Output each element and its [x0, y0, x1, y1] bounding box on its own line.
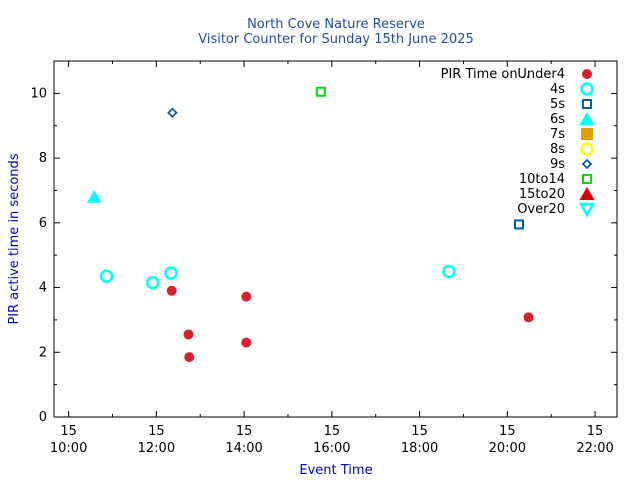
legend-label: 6s: [550, 112, 565, 127]
x-tick-day-label: 15: [60, 424, 77, 439]
legend-label: 10to14: [519, 172, 565, 187]
plot-frame: [53, 60, 618, 418]
legend-label: 4s: [550, 82, 565, 97]
x-tick-day-label: 15: [148, 424, 165, 439]
legend-marker-15to20: [579, 187, 595, 200]
data-point-under4: [183, 329, 194, 340]
legend-label: 5s: [550, 97, 565, 112]
legend-label: 8s: [550, 142, 565, 157]
chart-title: North Cove Nature Reserve: [247, 17, 425, 32]
x-tick-day-label: 15: [236, 424, 253, 439]
y-tick-label: 4: [39, 281, 47, 296]
legend-label: Under4: [517, 67, 565, 82]
data-point-6s: [86, 189, 102, 203]
y-tick-label: 6: [39, 216, 47, 231]
data-point-under4: [241, 337, 252, 348]
data-point-5s: [514, 219, 525, 230]
legend-marker-under4: [582, 69, 592, 79]
legend-marker-over20: [578, 202, 596, 218]
data-point-under4: [184, 352, 195, 363]
legend-label: 9s: [550, 157, 565, 172]
data-point-10to14: [315, 86, 326, 97]
y-tick-label: 10: [30, 86, 47, 101]
data-points: [86, 86, 534, 363]
data-point-under4: [523, 312, 534, 323]
legend-label: Over20: [517, 202, 565, 217]
x-tick-label: 12:00: [138, 441, 175, 456]
legend: PIR Time on .. Under44s5s6s7s8s9s10to141…: [441, 67, 596, 218]
data-point-4s: [145, 275, 160, 290]
x-tick-label: 16:00: [313, 441, 350, 456]
y-tick-label: 0: [39, 410, 47, 425]
legend-label: 15to20: [519, 187, 565, 202]
data-point-9s: [167, 107, 178, 119]
x-tick-label: 10:00: [50, 441, 87, 456]
x-tick-day-label: 15: [411, 424, 428, 439]
axis-ticks: 0 2 4 6 8 10 15 10:00 15 12:00 15 14:00 15 16:00 15 18:…: [30, 61, 617, 456]
data-point-under4: [166, 285, 177, 296]
legend-marker-7s: [581, 128, 593, 140]
data-point-4s: [442, 264, 456, 279]
x-tick-day-label: 15: [499, 424, 516, 439]
legend-title: PIR Time on ..: [441, 67, 530, 82]
x-axis-label: Event Time: [299, 463, 372, 478]
legend-label: 7s: [550, 127, 565, 142]
legend-marker-9s: [581, 158, 593, 170]
legend-marker-8s: [580, 142, 594, 156]
legend-marker-4s: [580, 82, 594, 96]
x-tick-label: 14:00: [225, 441, 262, 456]
y-tick-label: 2: [39, 345, 47, 360]
y-tick-label: 8: [39, 151, 47, 166]
y-axis-label: PIR active time in seconds: [7, 153, 22, 324]
plot-axes: [53, 60, 618, 418]
legend-marker-5s: [582, 99, 592, 109]
legend-marker-10to14: [582, 174, 592, 184]
data-point-4s: [164, 266, 178, 280]
chart-subtitle: Visitor Counter for Sunday 15th June 202…: [198, 32, 474, 47]
data-point-4s: [99, 269, 114, 283]
x-tick-label: 18:00: [401, 441, 438, 456]
x-tick-label: 20:00: [489, 441, 526, 456]
x-tick-day-label: 15: [587, 424, 604, 439]
x-tick-day-label: 15: [324, 424, 341, 439]
legend-marker-6s: [579, 112, 595, 125]
x-tick-label: 22:00: [576, 441, 613, 456]
data-point-under4: [241, 291, 252, 302]
